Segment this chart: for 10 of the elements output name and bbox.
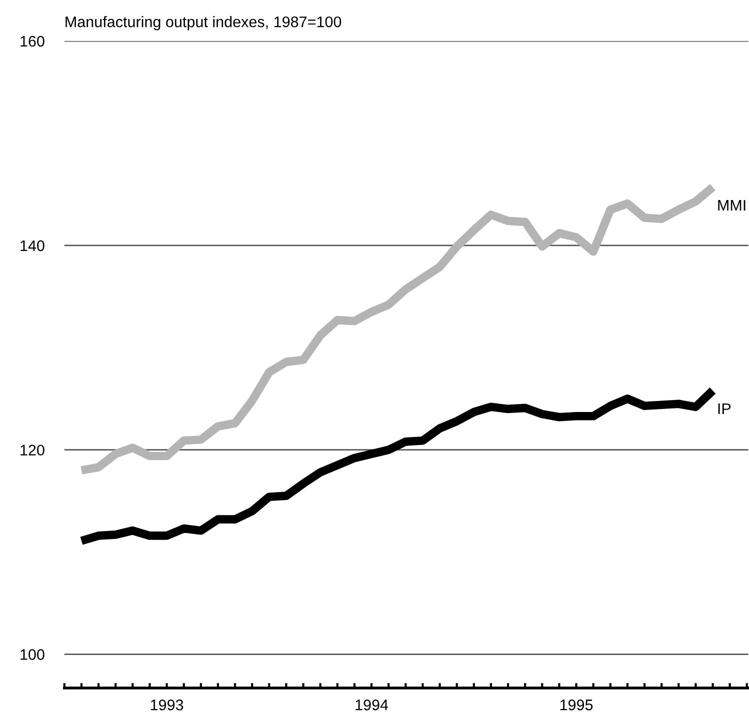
series-label: IP xyxy=(718,403,731,414)
x-tick-label: 1994 xyxy=(356,700,388,710)
chart-title: Manufacturing output indexes, 1987=100 xyxy=(66,16,342,30)
y-tick-label: 160 xyxy=(20,36,44,47)
y-tick-label: 120 xyxy=(20,444,44,456)
series-label: MMI xyxy=(718,200,746,211)
y-tick-label: 100 xyxy=(20,649,44,660)
y-tick-label: 140 xyxy=(20,240,44,252)
x-tick-label: 1993 xyxy=(150,700,184,710)
x-tick-label: 1995 xyxy=(560,700,593,710)
